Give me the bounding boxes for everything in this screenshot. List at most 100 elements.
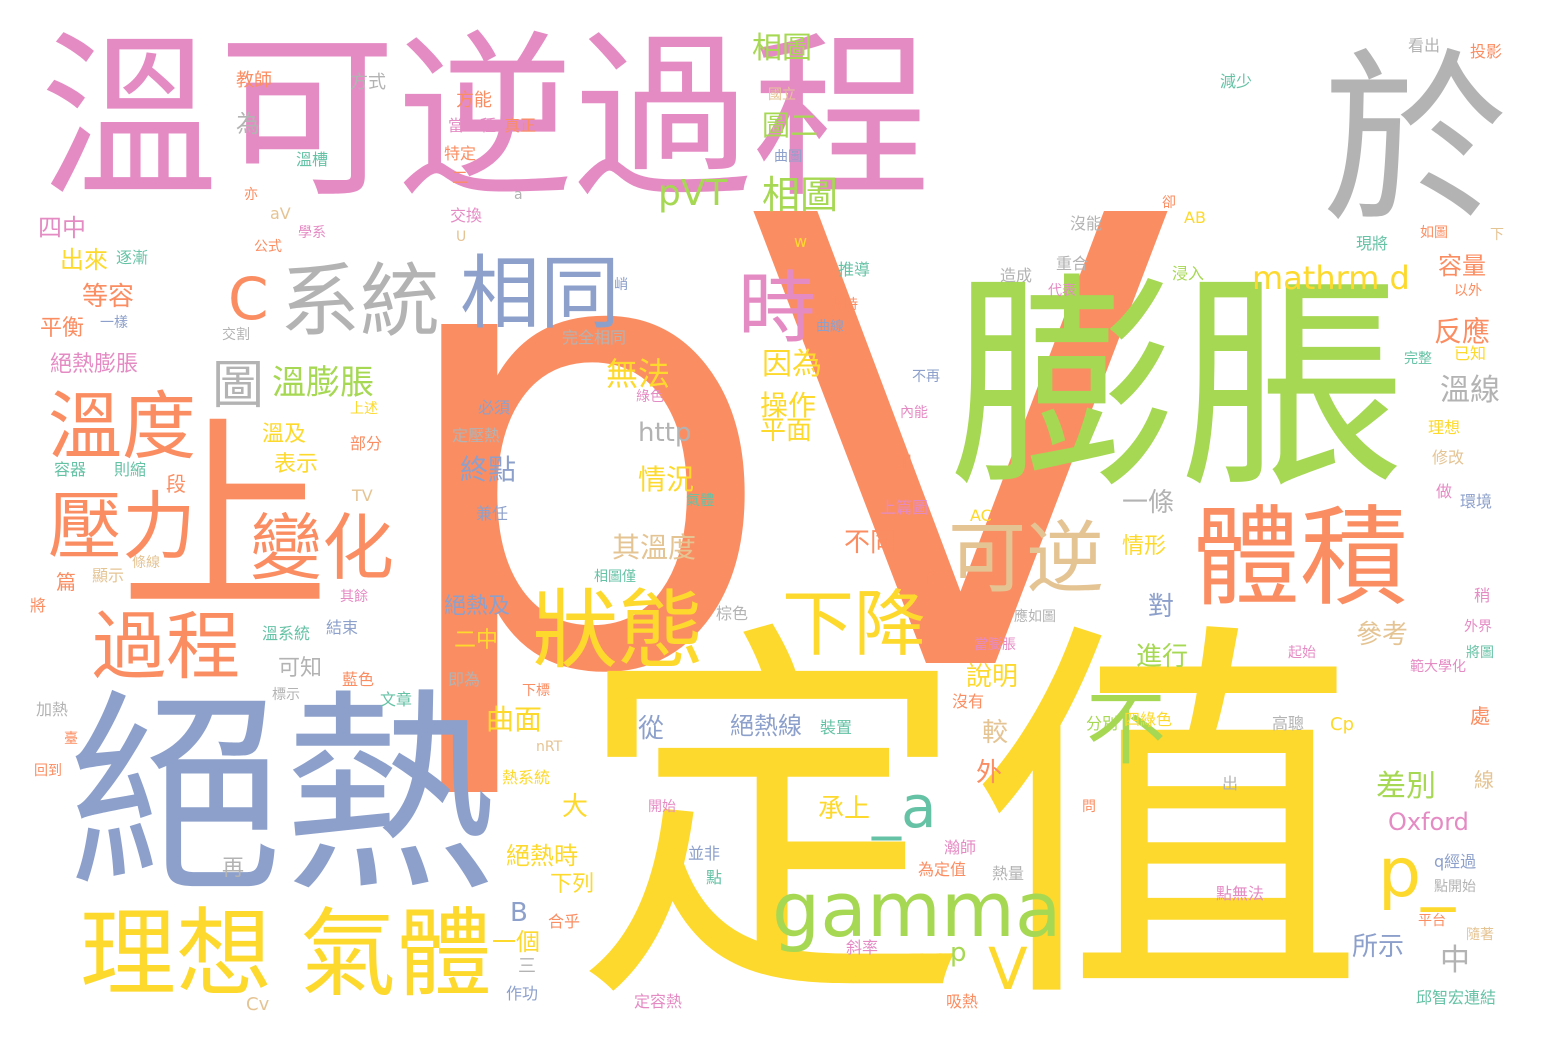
word-cloud-term: 藍色 [342, 670, 375, 689]
word-cloud-term: 圖二 [762, 109, 819, 142]
word-cloud-term: 瀚師 [944, 838, 977, 857]
word-cloud-term: 膨脹 [950, 253, 1406, 519]
word-cloud-term: 一樣 [100, 315, 128, 331]
word-cloud-term: Cp [1330, 714, 1354, 735]
word-cloud-term: 四中 [38, 214, 86, 242]
word-cloud-term: 溫線 [1440, 373, 1500, 408]
word-cloud-term: 出來 [60, 246, 108, 274]
word-cloud-term: 溫可逆過程 [40, 15, 930, 222]
word-cloud-term: 曲面 [486, 703, 543, 736]
word-cloud-term: 操作 [760, 389, 817, 422]
word-cloud-term: 如圖 [1420, 225, 1448, 241]
word-cloud-term: 部分 [350, 434, 383, 453]
word-cloud-term: 承上 [818, 794, 871, 824]
word-cloud-term: AC [970, 506, 992, 525]
word-cloud-term: 從 [638, 714, 665, 744]
word-cloud-term: 參考 [1356, 620, 1409, 650]
word-cloud-term: 逐漸 [116, 248, 149, 267]
word-cloud-term: 回到 [34, 763, 62, 779]
word-cloud-term: 浸入 [1172, 264, 1205, 283]
word-cloud-term: Cv [246, 994, 270, 1015]
word-cloud-term: 二中 [454, 628, 499, 653]
word-cloud-term: 合乎 [548, 912, 581, 931]
word-cloud-term: 上篇圖 [880, 498, 929, 517]
word-cloud-term: 熱系統 [502, 768, 551, 787]
word-cloud-term: 減少 [1220, 72, 1253, 91]
word-cloud-term: 徒 [924, 571, 938, 587]
word-cloud-term: 已知 [1454, 344, 1487, 363]
word-cloud-term: 為 [236, 110, 260, 138]
word-cloud-term: 曲線 [816, 319, 844, 335]
word-cloud-term: 沒有 [952, 692, 985, 711]
word-cloud-term: 交割 [222, 327, 250, 343]
word-cloud-term: 顯示 [92, 566, 125, 585]
word-cloud-term: 稍 [1474, 586, 1491, 605]
word-cloud-term: 並非 [688, 844, 721, 863]
word-cloud-term: 不再 [912, 369, 940, 385]
word-cloud-term: 容器 [54, 460, 87, 479]
word-cloud-term: 絕熱及 [444, 594, 511, 619]
word-cloud-term: 點無法 [1216, 884, 1265, 903]
word-cloud-term: 反應 [1434, 315, 1491, 348]
word-cloud-term: 即為 [448, 670, 481, 689]
word-cloud-term: 情況 [638, 463, 695, 496]
word-cloud-term: 投影 [1470, 42, 1503, 61]
word-cloud-term: 壓力 [48, 484, 196, 570]
word-cloud-term: 其餘 [340, 589, 368, 605]
word-cloud-term: 完全相同 [562, 328, 627, 347]
word-cloud-term: 圖 [212, 356, 265, 416]
word-cloud-term: 卻 [1162, 195, 1176, 211]
word-cloud-term: 過程 [92, 604, 240, 690]
word-cloud-term: 臺 [64, 731, 78, 747]
word-cloud-term: 文章 [380, 690, 413, 709]
word-cloud-term: 於 [1322, 32, 1509, 249]
word-cloud-term: 邱智宏連結 [1416, 988, 1497, 1007]
word-cloud-term: 對 [1148, 592, 1175, 622]
word-cloud-term: 方式 [350, 72, 386, 93]
word-cloud-term: 當膨脹 [974, 637, 1016, 653]
word-cloud-term: 四綠色 [1124, 710, 1173, 729]
word-cloud-term: 定壓熱 [452, 426, 501, 445]
word-cloud-term: 完整 [1404, 351, 1432, 367]
word-cloud-term: 上述 [350, 401, 378, 417]
word-cloud-term: 亦 [244, 187, 258, 203]
word-cloud-term: 定容熱 [634, 992, 683, 1011]
word-cloud-term: 三 [518, 956, 536, 977]
word-cloud-term: AB [1184, 208, 1206, 227]
word-cloud-term: 教師 [236, 70, 272, 91]
word-cloud-term: 點開始 [1434, 879, 1476, 895]
word-cloud-term: 情形 [1122, 534, 1167, 559]
word-cloud-term: V [988, 935, 1028, 1003]
word-cloud-term: 相圖 [762, 173, 839, 217]
word-cloud-term: C [228, 265, 269, 333]
word-cloud-term: _a [872, 773, 937, 841]
word-cloud-term: 平面 [760, 416, 813, 446]
word-cloud-term: 二 [452, 168, 469, 187]
word-cloud-term: w [794, 232, 808, 251]
word-cloud-term: 氣體 [686, 493, 714, 509]
word-cloud-term: 內能 [900, 405, 928, 421]
word-cloud-term: 做 [1436, 482, 1453, 501]
word-cloud-term: pV [385, 89, 1173, 810]
word-cloud-term: 應如圖 [1014, 609, 1056, 625]
word-cloud-term: pVT [658, 173, 728, 214]
word-cloud-term: 平衡 [40, 316, 85, 341]
word-cloud-term: 曲圖 [774, 149, 802, 165]
word-cloud-term: 一個 [492, 928, 540, 956]
word-cloud-term: 絕熱線 [730, 712, 802, 740]
word-cloud-term: 沒能 [1070, 214, 1103, 233]
word-cloud-term: 進行 [1136, 642, 1189, 672]
word-cloud-term: 容量 [1438, 252, 1486, 280]
word-cloud-term: 將 [30, 596, 47, 615]
word-cloud-term: 修改 [1432, 448, 1465, 467]
word-cloud-term: 定值 [575, 592, 1365, 1052]
word-cloud-term: 棕色 [716, 604, 749, 623]
word-cloud-term: 下列 [550, 872, 595, 897]
word-cloud-term: 下降 [782, 582, 927, 666]
word-cloud-term: 則 [892, 452, 912, 476]
word-cloud-term: 絕熱 [68, 670, 498, 921]
word-cloud-term: 起始 [1288, 645, 1316, 661]
word-cloud-term: mathrm d [1252, 259, 1410, 297]
word-cloud-term: 表示 [274, 452, 319, 477]
